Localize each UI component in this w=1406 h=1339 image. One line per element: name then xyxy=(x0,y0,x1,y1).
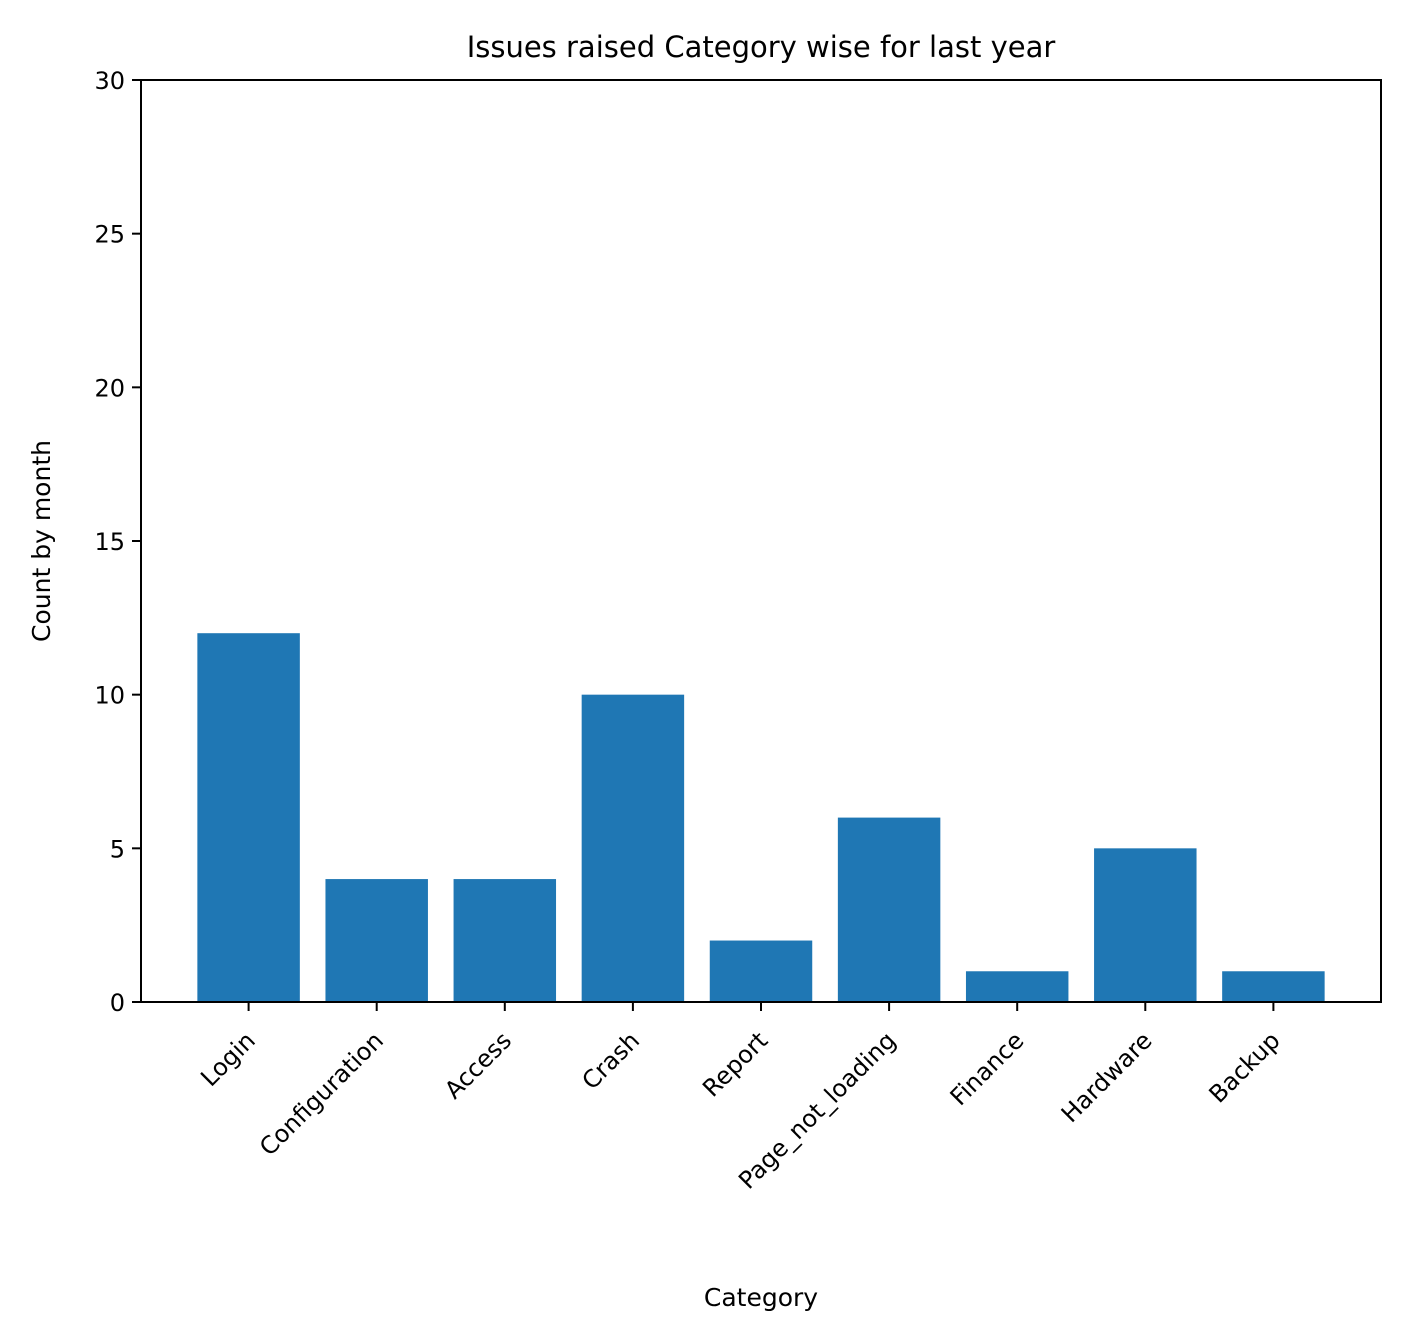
bar-finance xyxy=(965,971,1069,1002)
y-tick-label-5: 5 xyxy=(110,835,125,863)
x-tick-label-hardware: Hardware xyxy=(1056,1026,1158,1128)
x-axis-label: Category xyxy=(704,1283,818,1312)
x-tick-label-login: Login xyxy=(195,1026,261,1092)
bar-hardware xyxy=(1094,848,1197,1002)
bar-configuration xyxy=(325,879,428,1002)
bar-crash xyxy=(581,694,685,1002)
chart-title: Issues raised Category wise for last yea… xyxy=(467,30,1056,64)
y-tick-label-20: 20 xyxy=(94,374,125,402)
bar-login xyxy=(197,633,300,1002)
y-tick-label-25: 25 xyxy=(94,221,125,249)
bar-report xyxy=(709,940,813,1002)
y-tick-label-10: 10 xyxy=(94,682,125,710)
bar-page-not-loading xyxy=(837,817,941,1002)
x-tick-label-configuration: Configuration xyxy=(254,1026,389,1161)
y-tick-label-0: 0 xyxy=(110,989,125,1017)
y-tick-label-30: 30 xyxy=(94,67,125,95)
bar-backup xyxy=(1222,971,1325,1002)
y-axis: 0 5 10 15 20 25 30 xyxy=(94,67,141,1017)
x-tick-label-finance: Finance xyxy=(945,1026,1030,1111)
y-tick-label-15: 15 xyxy=(94,528,125,556)
bar-access xyxy=(453,879,557,1002)
y-axis-label: Count by month xyxy=(27,440,56,642)
bars-layer xyxy=(197,633,1325,1002)
x-tick-label-backup: Backup xyxy=(1204,1026,1286,1108)
x-tick-label-access: Access xyxy=(439,1026,517,1104)
x-tick-label-report: Report xyxy=(697,1026,773,1102)
x-tick-label-crash: Crash xyxy=(577,1026,646,1095)
